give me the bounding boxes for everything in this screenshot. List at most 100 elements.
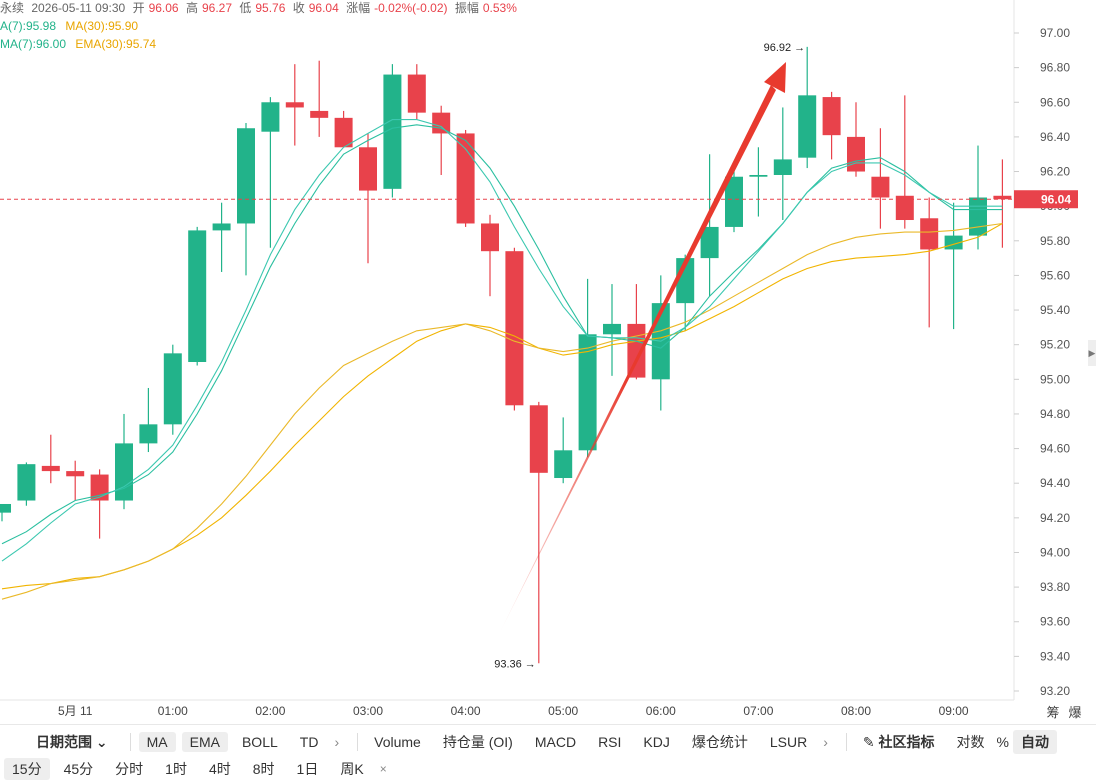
candle-down [847, 136, 865, 172]
indicator-ma-button[interactable]: MA [138, 732, 176, 752]
ohlc-info-line: 永续 2026-05-11 09:30 开 96.06 高 96.27 低 95.76… [0, 0, 521, 16]
candle-up [163, 353, 182, 425]
high-value: 96.27 [201, 1, 232, 15]
x-tick-label: 03:00 [353, 704, 383, 718]
candle-up [554, 450, 573, 479]
change-label: 涨幅 [346, 1, 371, 15]
candle-down [432, 112, 451, 134]
y-tick-label: 97.00 [1040, 26, 1070, 40]
candle-down [993, 195, 1012, 200]
y-tick-label: 94.40 [1040, 476, 1070, 490]
ema30-line [1, 222, 1003, 600]
change-value: -0.02%(-0.02) [374, 1, 448, 15]
x-tick-label: 05:00 [548, 704, 578, 718]
x-tick-label: 08:00 [841, 704, 871, 718]
indicator-toolbar: 日期范围 ⌄ MA EMA BOLL TD › Volume 持仓量 (OI) … [0, 724, 1096, 759]
sub-indicator-liquidation-button[interactable]: 爆仓统计 [691, 734, 748, 750]
x-tick-label: 01:00 [158, 704, 188, 718]
indicator-td-button[interactable]: TD [299, 734, 319, 750]
percent-scale-toggle[interactable]: % [996, 734, 1009, 750]
sub-indicator-lsur-button[interactable]: LSUR [769, 734, 808, 750]
right-panel-toggle-icon[interactable]: ▶ [1088, 340, 1096, 366]
x-tick-label: 06:00 [646, 704, 676, 718]
candle-down [334, 117, 353, 148]
sub-indicator-kdj-button[interactable]: KDJ [643, 734, 670, 750]
ma7-legend: A(7):95.98 [0, 19, 57, 33]
candle-down [895, 195, 914, 221]
y-tick-label: 94.00 [1040, 545, 1070, 559]
community-indicators-button[interactable]: ✎ 社区指标 [855, 730, 943, 754]
close-icon[interactable]: × [379, 762, 387, 776]
chevron-right-icon[interactable]: › [823, 734, 828, 750]
x-tick-label: 07:00 [743, 704, 773, 718]
x-tick-label: 09:00 [939, 704, 969, 718]
candle-down [529, 405, 548, 473]
timeframe-15m[interactable]: 15分 [4, 758, 50, 780]
open-value: 96.06 [148, 1, 179, 15]
candle-up [0, 503, 11, 513]
y-tick-label: 95.40 [1040, 303, 1070, 317]
y-tick-label: 94.80 [1040, 407, 1070, 421]
indicator-boll-button[interactable]: BOLL [241, 734, 278, 750]
toolbar-divider [357, 733, 359, 751]
timeframe-1h[interactable]: 1时 [165, 761, 187, 777]
trend-arrow-head [764, 62, 786, 93]
log-scale-toggle[interactable]: 对数 [956, 734, 985, 750]
ema30-legend: EMA(30):95.74 [75, 37, 157, 51]
timeframe-45m[interactable]: 45分 [63, 761, 94, 777]
y-tick-label: 95.20 [1040, 338, 1070, 352]
ema7-legend: MA(7):96.00 [0, 37, 67, 51]
low-value: 95.76 [255, 1, 286, 15]
sub-indicator-macd-button[interactable]: MACD [534, 734, 577, 750]
ma7-line [1, 124, 1003, 545]
candle-down [920, 218, 939, 250]
x-tick-label: 02:00 [255, 704, 285, 718]
open-label: 开 [132, 1, 145, 15]
timeframe-line[interactable]: 分时 [115, 761, 144, 777]
candle-up [578, 334, 597, 451]
x-tick-label: 04:00 [451, 704, 481, 718]
date-range-button[interactable]: 日期范围 ⌄ [28, 730, 116, 754]
chevron-right-icon[interactable]: › [334, 734, 340, 750]
low-label: 低 [239, 1, 252, 15]
symbol-title: 永续 [0, 1, 25, 15]
y-tick-label: 93.20 [1040, 684, 1070, 698]
candle-up [115, 443, 133, 501]
candlestick-chart[interactable]: 97.0096.8096.6096.4096.2096.0095.8095.60… [0, 0, 1096, 724]
timeframe-1w[interactable]: 周K [340, 761, 364, 777]
y-tick-label: 93.60 [1040, 615, 1070, 629]
x-tick-label: 5月 11 [58, 704, 93, 718]
ma-legend: A(7):95.98 MA(30):95.90 [0, 18, 138, 34]
trend-arrow-shaft [500, 85, 776, 632]
sub-indicator-oi-button[interactable]: 持仓量 (OI) [442, 734, 513, 750]
ema7-line [1, 119, 1003, 562]
candle-up [725, 176, 743, 227]
timeframe-8h[interactable]: 8时 [252, 761, 275, 777]
timeframe-4h[interactable]: 4时 [208, 761, 231, 777]
candle-up [212, 223, 231, 231]
high-marker-label: 96.92 → [764, 42, 806, 54]
candle-up [17, 464, 36, 501]
candle-down [66, 471, 85, 477]
candle-up [749, 174, 768, 177]
indicator-ema-button[interactable]: EMA [181, 732, 228, 752]
timeframe-bar: 15分 45分 分时 1时 4时 8时 1日 周K × [0, 758, 1096, 780]
toolbar-divider [129, 733, 131, 751]
amplitude-label: 振幅 [454, 1, 479, 15]
corner-label-chips: 筹 [1046, 705, 1059, 720]
candle-up [969, 197, 987, 236]
date-range-label: 日期范围 [36, 734, 92, 750]
candle-up [237, 128, 255, 224]
auto-scale-toggle[interactable]: 自动 [1012, 730, 1057, 754]
ma30-legend: MA(30):95.90 [65, 19, 139, 33]
candle-down [822, 97, 841, 136]
sub-indicator-volume-button[interactable]: Volume [374, 734, 421, 750]
toolbar-divider [845, 733, 847, 751]
edit-icon: ✎ [862, 734, 875, 750]
y-tick-label: 96.40 [1040, 130, 1070, 144]
candle-up [700, 226, 719, 259]
sub-indicator-rsi-button[interactable]: RSI [598, 734, 622, 750]
candle-down [871, 176, 890, 198]
timeframe-1d[interactable]: 1日 [296, 761, 319, 777]
chevron-down-icon: ⌄ [95, 734, 108, 750]
